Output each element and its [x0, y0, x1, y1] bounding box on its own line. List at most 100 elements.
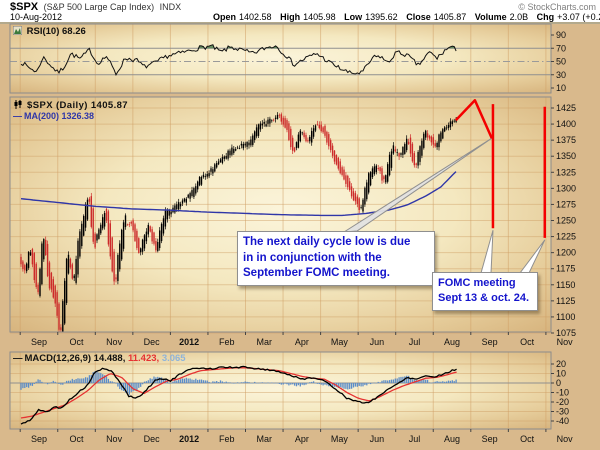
spx-legend-text: $SPX (Daily) 1405.87 [27, 100, 128, 111]
svg-text:-10: -10 [556, 388, 569, 398]
svg-text:Sep: Sep [31, 337, 47, 347]
ma200-legend-text: MA(200) 1326.38 [24, 111, 95, 121]
svg-text:1125: 1125 [556, 296, 575, 306]
chg-value: +3.07 (+0.22%) [557, 12, 600, 22]
chart-header: $SPX (S&P 500 Large Cap Index) INDX © St… [0, 0, 600, 24]
annotation-fomc-dates-callout: FOMC meeting Sept 13 & oct. 24. [432, 272, 538, 311]
svg-text:2012: 2012 [179, 337, 199, 347]
annotation-line: Sept 13 & oct. 24. [438, 291, 530, 304]
rsi-legend: RSI(10) 68.26 [12, 25, 86, 38]
svg-text:Jul: Jul [409, 434, 421, 444]
svg-text:90: 90 [556, 30, 566, 40]
svg-text:Feb: Feb [219, 434, 235, 444]
macd-legend-text: MACD(12,26,9) 14.488, [24, 353, 126, 364]
svg-text:2012: 2012 [179, 434, 199, 444]
svg-text:Nov: Nov [106, 337, 123, 347]
annotation-line: FOMC meeting [438, 277, 516, 289]
chart-date: 10-Aug-2012 [10, 12, 63, 22]
svg-text:Aug: Aug [444, 434, 460, 444]
open-value: 1402.58 [239, 12, 272, 22]
svg-text:May: May [331, 434, 349, 444]
svg-text:Dec: Dec [144, 337, 161, 347]
svg-text:1275: 1275 [556, 199, 576, 209]
svg-text:Jun: Jun [370, 337, 385, 347]
svg-text:Sep: Sep [482, 337, 498, 347]
svg-text:-20: -20 [556, 397, 569, 407]
svg-text:1175: 1175 [556, 264, 575, 274]
exchange: INDX [159, 2, 182, 12]
svg-text:10: 10 [556, 369, 566, 379]
close-label: Close [406, 12, 431, 22]
svg-text:Nov: Nov [557, 337, 574, 347]
low-value: 1395.62 [365, 12, 398, 22]
svg-text:Oct: Oct [520, 337, 535, 347]
rsi-legend-text: RSI(10) 68.26 [26, 26, 86, 37]
svg-text:Oct: Oct [70, 434, 85, 444]
annotation-line: in in conjunction with the [243, 251, 382, 264]
annotation-line: September FOMC meeting. [243, 267, 390, 279]
macd-legend: — MACD(12,26,9) 14.488, 11.423, 3.065 [13, 353, 186, 364]
svg-text:Mar: Mar [257, 337, 273, 347]
macd-line-sample-icon: — [13, 353, 23, 364]
ma-line-sample-icon: — [13, 111, 22, 121]
svg-text:Jul: Jul [409, 337, 421, 347]
area-chart-icon [12, 25, 23, 38]
high-value: 1405.98 [303, 12, 336, 22]
svg-text:1350: 1350 [556, 151, 576, 161]
low-label: Low [344, 12, 363, 22]
candlestick-icon [13, 100, 22, 112]
chg-label: Chg [536, 12, 555, 22]
macd-hist-value: 3.065 [161, 353, 186, 364]
annotation-line: The next daily cycle low is due [243, 236, 411, 248]
macd-signal-value: 11.423, [128, 353, 160, 364]
svg-text:Nov: Nov [557, 434, 574, 444]
volume-label: Volume [474, 12, 507, 22]
svg-text:1400: 1400 [556, 119, 576, 129]
svg-text:70: 70 [556, 43, 566, 53]
svg-text:Nov: Nov [106, 434, 123, 444]
svg-text:-30: -30 [556, 407, 569, 417]
svg-text:1200: 1200 [556, 248, 576, 258]
svg-text:1250: 1250 [556, 216, 576, 226]
high-label: High [280, 12, 301, 22]
ohlc-quote: Open 1402.58 High 1405.98 Low 1395.62 Close… [213, 12, 600, 22]
svg-text:Oct: Oct [70, 337, 85, 347]
svg-text:10: 10 [556, 83, 566, 93]
svg-text:50: 50 [556, 57, 566, 67]
svg-text:1225: 1225 [556, 232, 576, 242]
symbol-title-row: $SPX (S&P 500 Large Cap Index) INDX © St… [10, 1, 596, 13]
open-label: Open [213, 12, 237, 22]
close-value: 1405.87 [433, 12, 467, 22]
svg-text:Dec: Dec [144, 434, 161, 444]
svg-text:Oct: Oct [520, 434, 535, 444]
svg-text:Apr: Apr [295, 434, 309, 444]
annotation-cycle-low-callout: The next daily cycle low is due in in co… [237, 231, 435, 286]
svg-text:Sep: Sep [31, 434, 47, 444]
copyright: © StockCharts.com [518, 2, 596, 12]
svg-text:1150: 1150 [556, 280, 575, 290]
svg-text:1425: 1425 [556, 103, 576, 113]
svg-text:1100: 1100 [556, 312, 575, 322]
svg-text:0: 0 [556, 378, 561, 388]
svg-text:Feb: Feb [219, 337, 235, 347]
spx-legend: $SPX (Daily) 1405.87 [13, 100, 128, 112]
svg-text:1300: 1300 [556, 183, 576, 193]
svg-text:-40: -40 [556, 416, 569, 426]
svg-text:20: 20 [556, 359, 566, 369]
svg-text:Aug: Aug [444, 337, 460, 347]
svg-text:Jun: Jun [370, 434, 385, 444]
svg-text:Sep: Sep [482, 434, 498, 444]
svg-text:1325: 1325 [556, 167, 576, 177]
svg-text:1075: 1075 [556, 328, 576, 338]
svg-text:May: May [331, 337, 349, 347]
svg-text:1375: 1375 [556, 135, 576, 145]
volume-value: 2.0B [509, 12, 529, 22]
ma200-legend: — MA(200) 1326.38 [13, 111, 94, 121]
symbol: $SPX [10, 1, 39, 13]
quote-row: 10-Aug-2012 Open 1402.58 High 1405.98 Low 1… [10, 12, 600, 23]
symbol-name: (S&P 500 Large Cap Index) [43, 2, 155, 12]
svg-text:30: 30 [556, 70, 566, 80]
svg-text:Apr: Apr [295, 337, 309, 347]
